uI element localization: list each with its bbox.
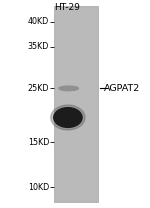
Text: AGPAT2: AGPAT2 bbox=[104, 84, 140, 93]
Bar bbox=[55, 8, 97, 200]
Text: 40KD: 40KD bbox=[28, 17, 49, 26]
Text: 10KD: 10KD bbox=[28, 183, 49, 192]
Text: 25KD: 25KD bbox=[28, 84, 49, 93]
Text: HT-29: HT-29 bbox=[54, 3, 80, 12]
Text: 15KD: 15KD bbox=[28, 138, 49, 147]
Ellipse shape bbox=[51, 105, 85, 130]
Ellipse shape bbox=[54, 108, 82, 127]
Bar bbox=[54, 6, 99, 202]
Text: 35KD: 35KD bbox=[28, 42, 49, 51]
Ellipse shape bbox=[59, 86, 78, 91]
